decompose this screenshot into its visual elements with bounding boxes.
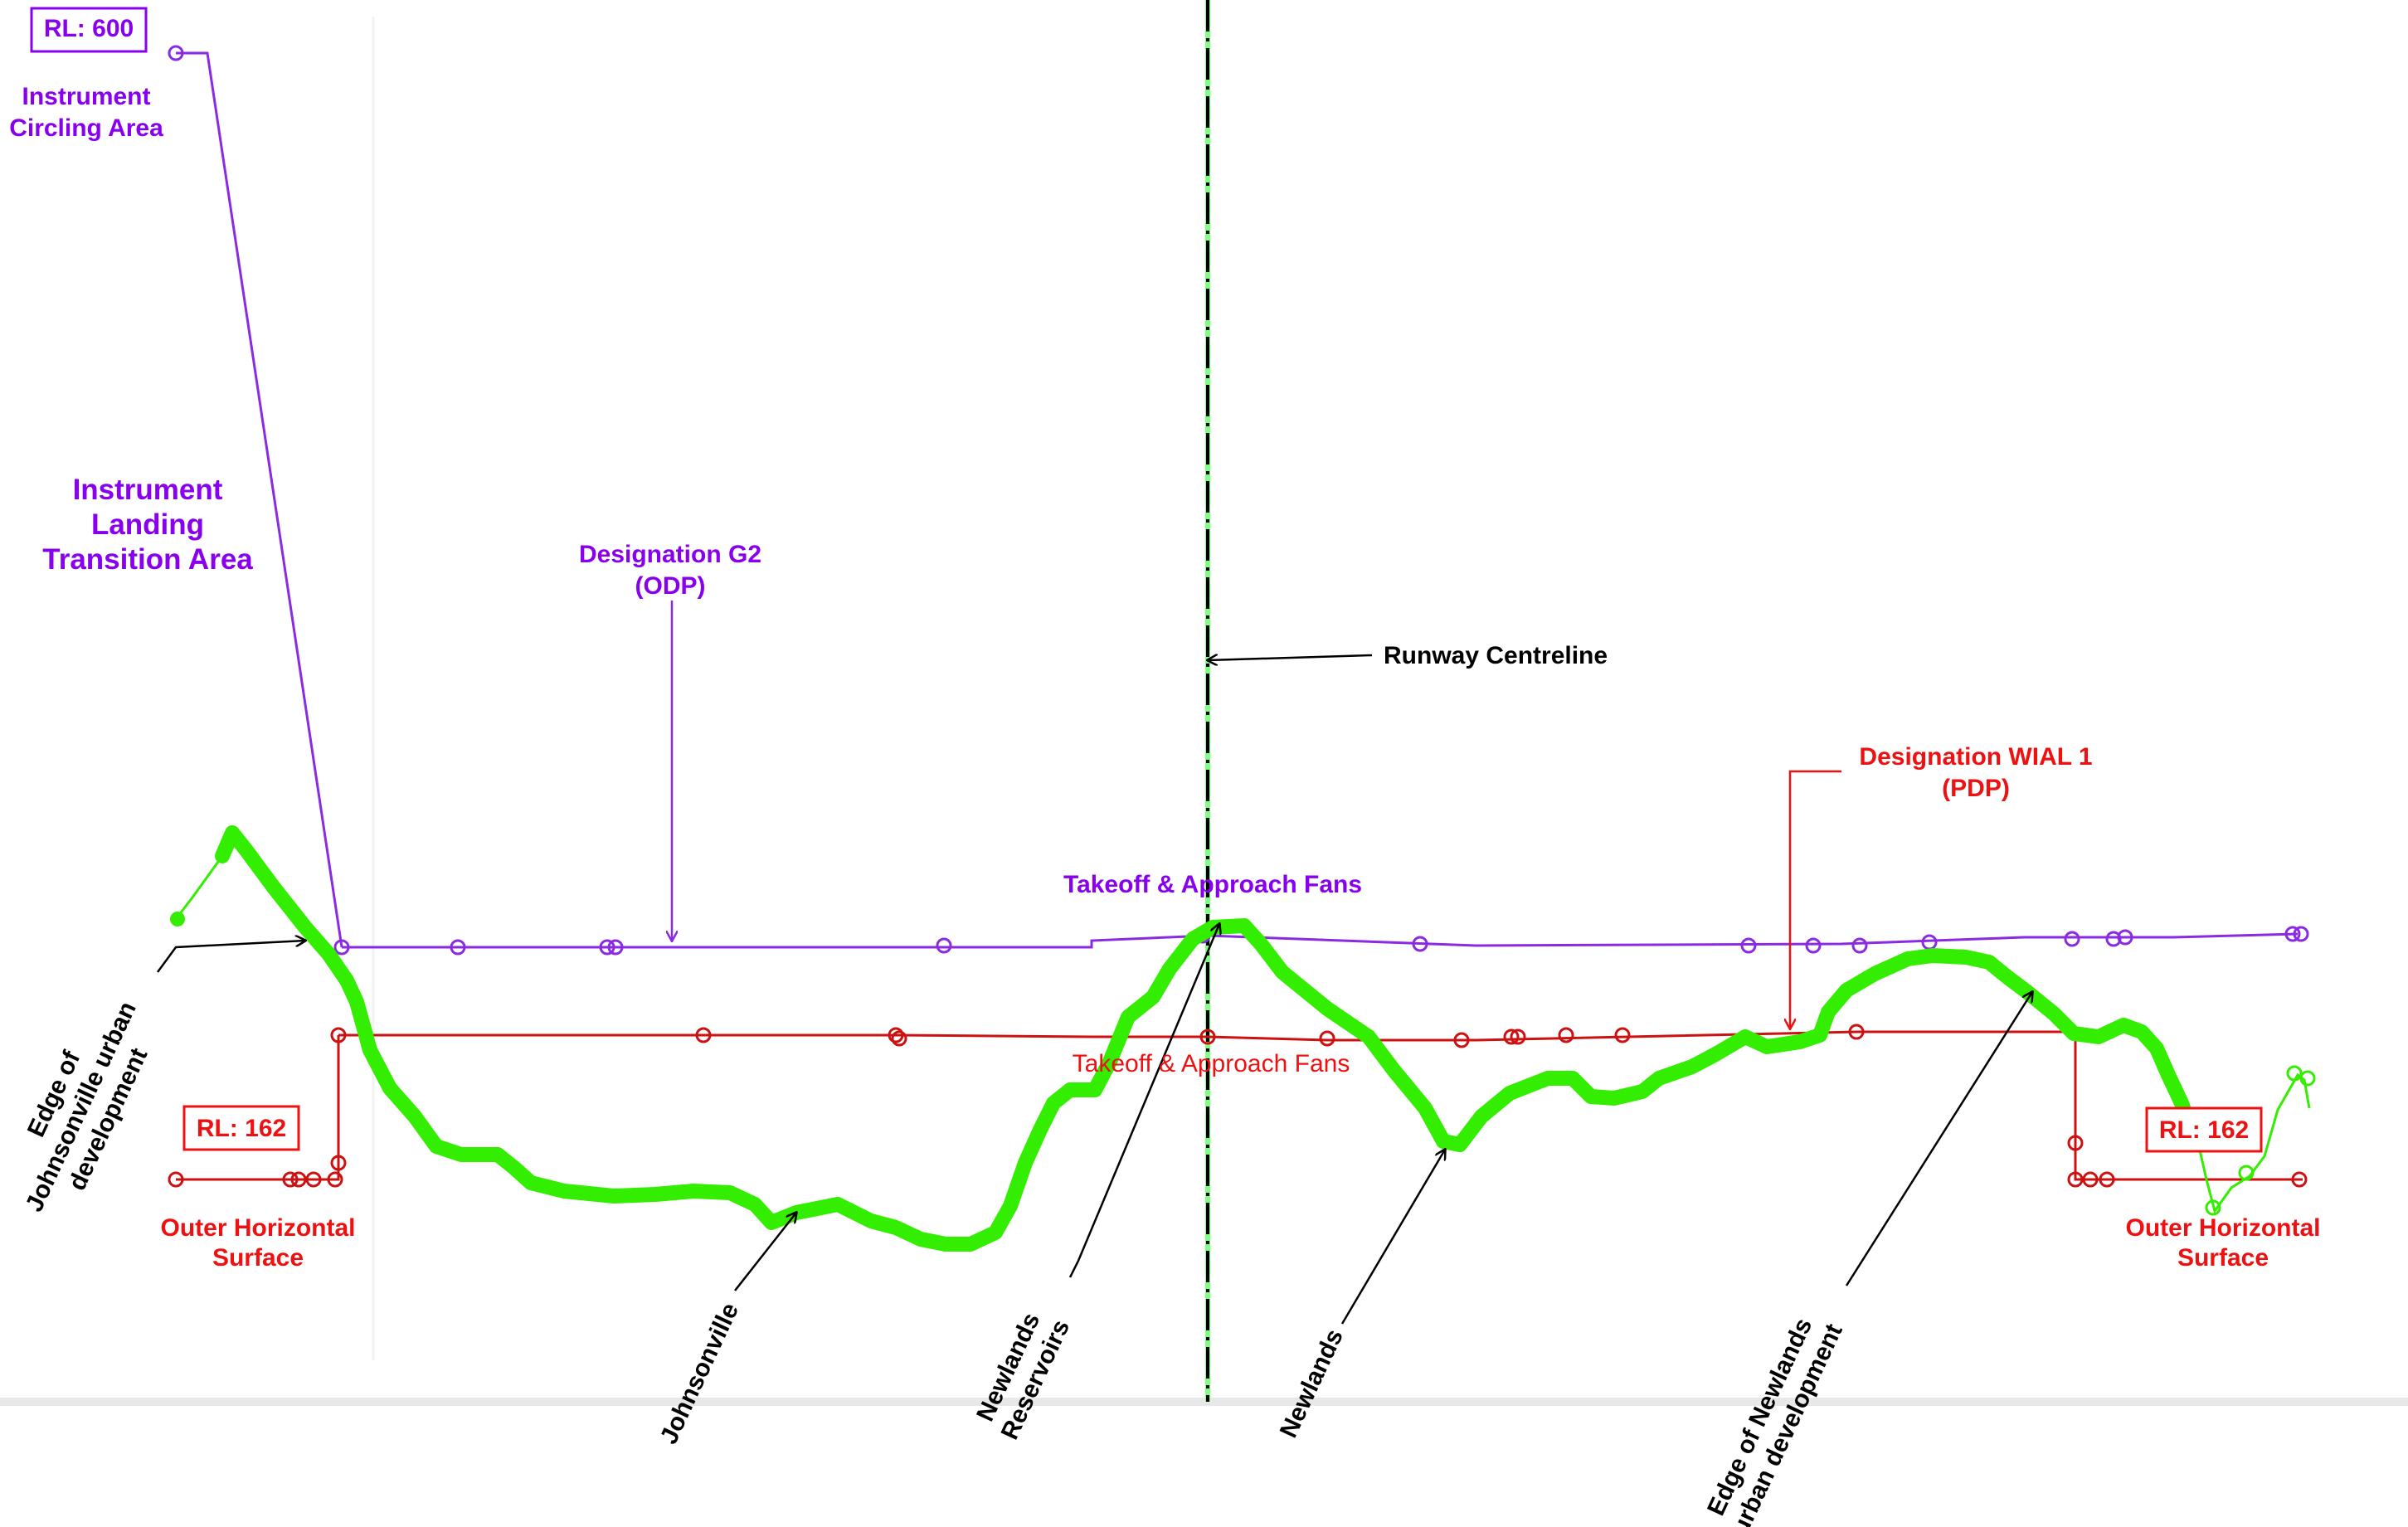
takeoff-fans-red-label: Takeoff & Approach Fans: [1073, 1050, 1350, 1077]
leader-runway-centreline: [1208, 655, 1373, 660]
red-vertex: [330, 1155, 347, 1171]
red-vertex: [1510, 1029, 1526, 1045]
leader-newlands: [1340, 1150, 1445, 1325]
red-surfaces: [176, 1030, 2303, 1181]
leader-johnsonville: [734, 1213, 796, 1291]
red-vertex: [1614, 1027, 1631, 1043]
leader-wial1: [1790, 770, 1841, 1029]
edge-newlands-label: Edge of Newlands urban development: [1702, 1314, 1848, 1527]
purple-vertex: [607, 939, 624, 956]
purple-surfaces: [176, 51, 2299, 949]
newlands-reservoirs-label: Newlands Reservoirs: [971, 1309, 1075, 1444]
instrument-circling-label-1: Instrument: [22, 83, 150, 110]
terrain-point: [2286, 1065, 2303, 1082]
red-vertex: [1199, 1029, 1216, 1045]
red-vertex: [305, 1171, 322, 1188]
purple-vertex: [599, 939, 615, 956]
johnsonville-label: Johnsonville: [655, 1299, 744, 1448]
red-vertex: [2099, 1171, 2115, 1188]
red-vertex: [695, 1027, 712, 1043]
newlands-label: Newlands: [1275, 1325, 1349, 1442]
purple-vertices: [168, 45, 2309, 956]
red-vertices: [168, 1024, 2308, 1188]
rl-162-left-label: RL: 162: [197, 1115, 286, 1142]
purple-vertex: [450, 939, 466, 956]
red-vertex: [327, 1171, 343, 1188]
red-vertex: [290, 1171, 307, 1188]
leader-edge-johnsonville: [156, 941, 305, 973]
ohs-right-label-1: Outer Horizontal: [2125, 1214, 2320, 1242]
leader-edge-newlands: [1845, 992, 2032, 1286]
terrain-point: [2299, 1070, 2316, 1087]
purple-vertex: [1412, 936, 1428, 952]
rl-162-right-box: [2145, 1106, 2263, 1153]
purple-vertex: [2117, 929, 2133, 946]
red-vertex: [2067, 1171, 2084, 1188]
takeoff-fans-purple-label: Takeoff & Approach Fans: [1063, 871, 1362, 898]
purple-vertex: [2105, 931, 2122, 947]
red-vertex: [888, 1027, 904, 1043]
newlands-label-text: Newlands: [1275, 1325, 1349, 1442]
purple-vertex: [1851, 937, 1868, 954]
purple-vertex: [1921, 934, 1938, 951]
purple-vertex: [2284, 926, 2301, 942]
red-vertex: [330, 1027, 347, 1043]
terrain-start-point: [170, 912, 185, 926]
wial1-label-2: (PDP): [1942, 775, 2010, 802]
purple-vertex: [333, 939, 350, 956]
wial1-label-1: Designation WIAL 1: [1859, 743, 2092, 771]
instrument-circling-line: [176, 51, 343, 948]
ohs-left-label-1: Outer Horizontal: [160, 1214, 355, 1242]
rl-162-right-label: RL: 162: [2159, 1116, 2249, 1144]
purple-vertex: [936, 937, 952, 954]
red-vertex: [1848, 1024, 1865, 1040]
red-vertex: [891, 1030, 907, 1047]
edge-johnsonville-label: Edge of Johnsonville urban development: [21, 998, 153, 1216]
ohs-right-label-2: Surface: [2177, 1244, 2269, 1272]
ilta-label-3: Transition Area: [42, 543, 253, 576]
red-vertex: [282, 1171, 299, 1188]
red-vertex: [1319, 1030, 1335, 1047]
designation-g2-line: [342, 932, 2299, 949]
johnsonville-label-text: Johnsonville: [655, 1299, 744, 1448]
purple-vertex: [1740, 937, 1757, 954]
instrument-circling-label-2: Circling Area: [9, 114, 163, 142]
red-vertex: [2067, 1135, 2084, 1151]
g2-label-2: (ODP): [635, 572, 706, 600]
red-vertex: [1503, 1029, 1520, 1045]
red-vertex: [2082, 1171, 2099, 1188]
purple-vertex: [2293, 926, 2309, 942]
purple-vertex: [1805, 937, 1822, 954]
red-vertex: [168, 1171, 184, 1188]
rl-162-left-box: [182, 1105, 300, 1151]
red-vertex: [2291, 1171, 2308, 1188]
g2-label-1: Designation G2: [579, 541, 761, 568]
red-vertex: [1453, 1032, 1470, 1048]
ilta-label-2: Landing: [91, 508, 204, 541]
terrain-point: [2205, 1199, 2221, 1216]
red-vertex: [1558, 1027, 1574, 1043]
ohs-left-label-2: Surface: [212, 1244, 304, 1272]
purple-vertex: [168, 45, 184, 61]
rl-600-label: RL: 600: [44, 15, 134, 42]
purple-vertex: [2064, 931, 2080, 947]
terrain-left-thin: [174, 855, 224, 920]
runway-centreline-label: Runway Centreline: [1384, 642, 1608, 669]
terrain-point: [2238, 1165, 2255, 1181]
ilta-label-1: Instrument: [73, 474, 223, 506]
leader-lines: [156, 601, 2032, 1325]
leader-newlands-reservoirs: [1068, 924, 1219, 1278]
outer-horizontal-left: [176, 1035, 340, 1181]
designation-wial1-line: [338, 1030, 2303, 1181]
rl-600-box: [30, 7, 148, 53]
